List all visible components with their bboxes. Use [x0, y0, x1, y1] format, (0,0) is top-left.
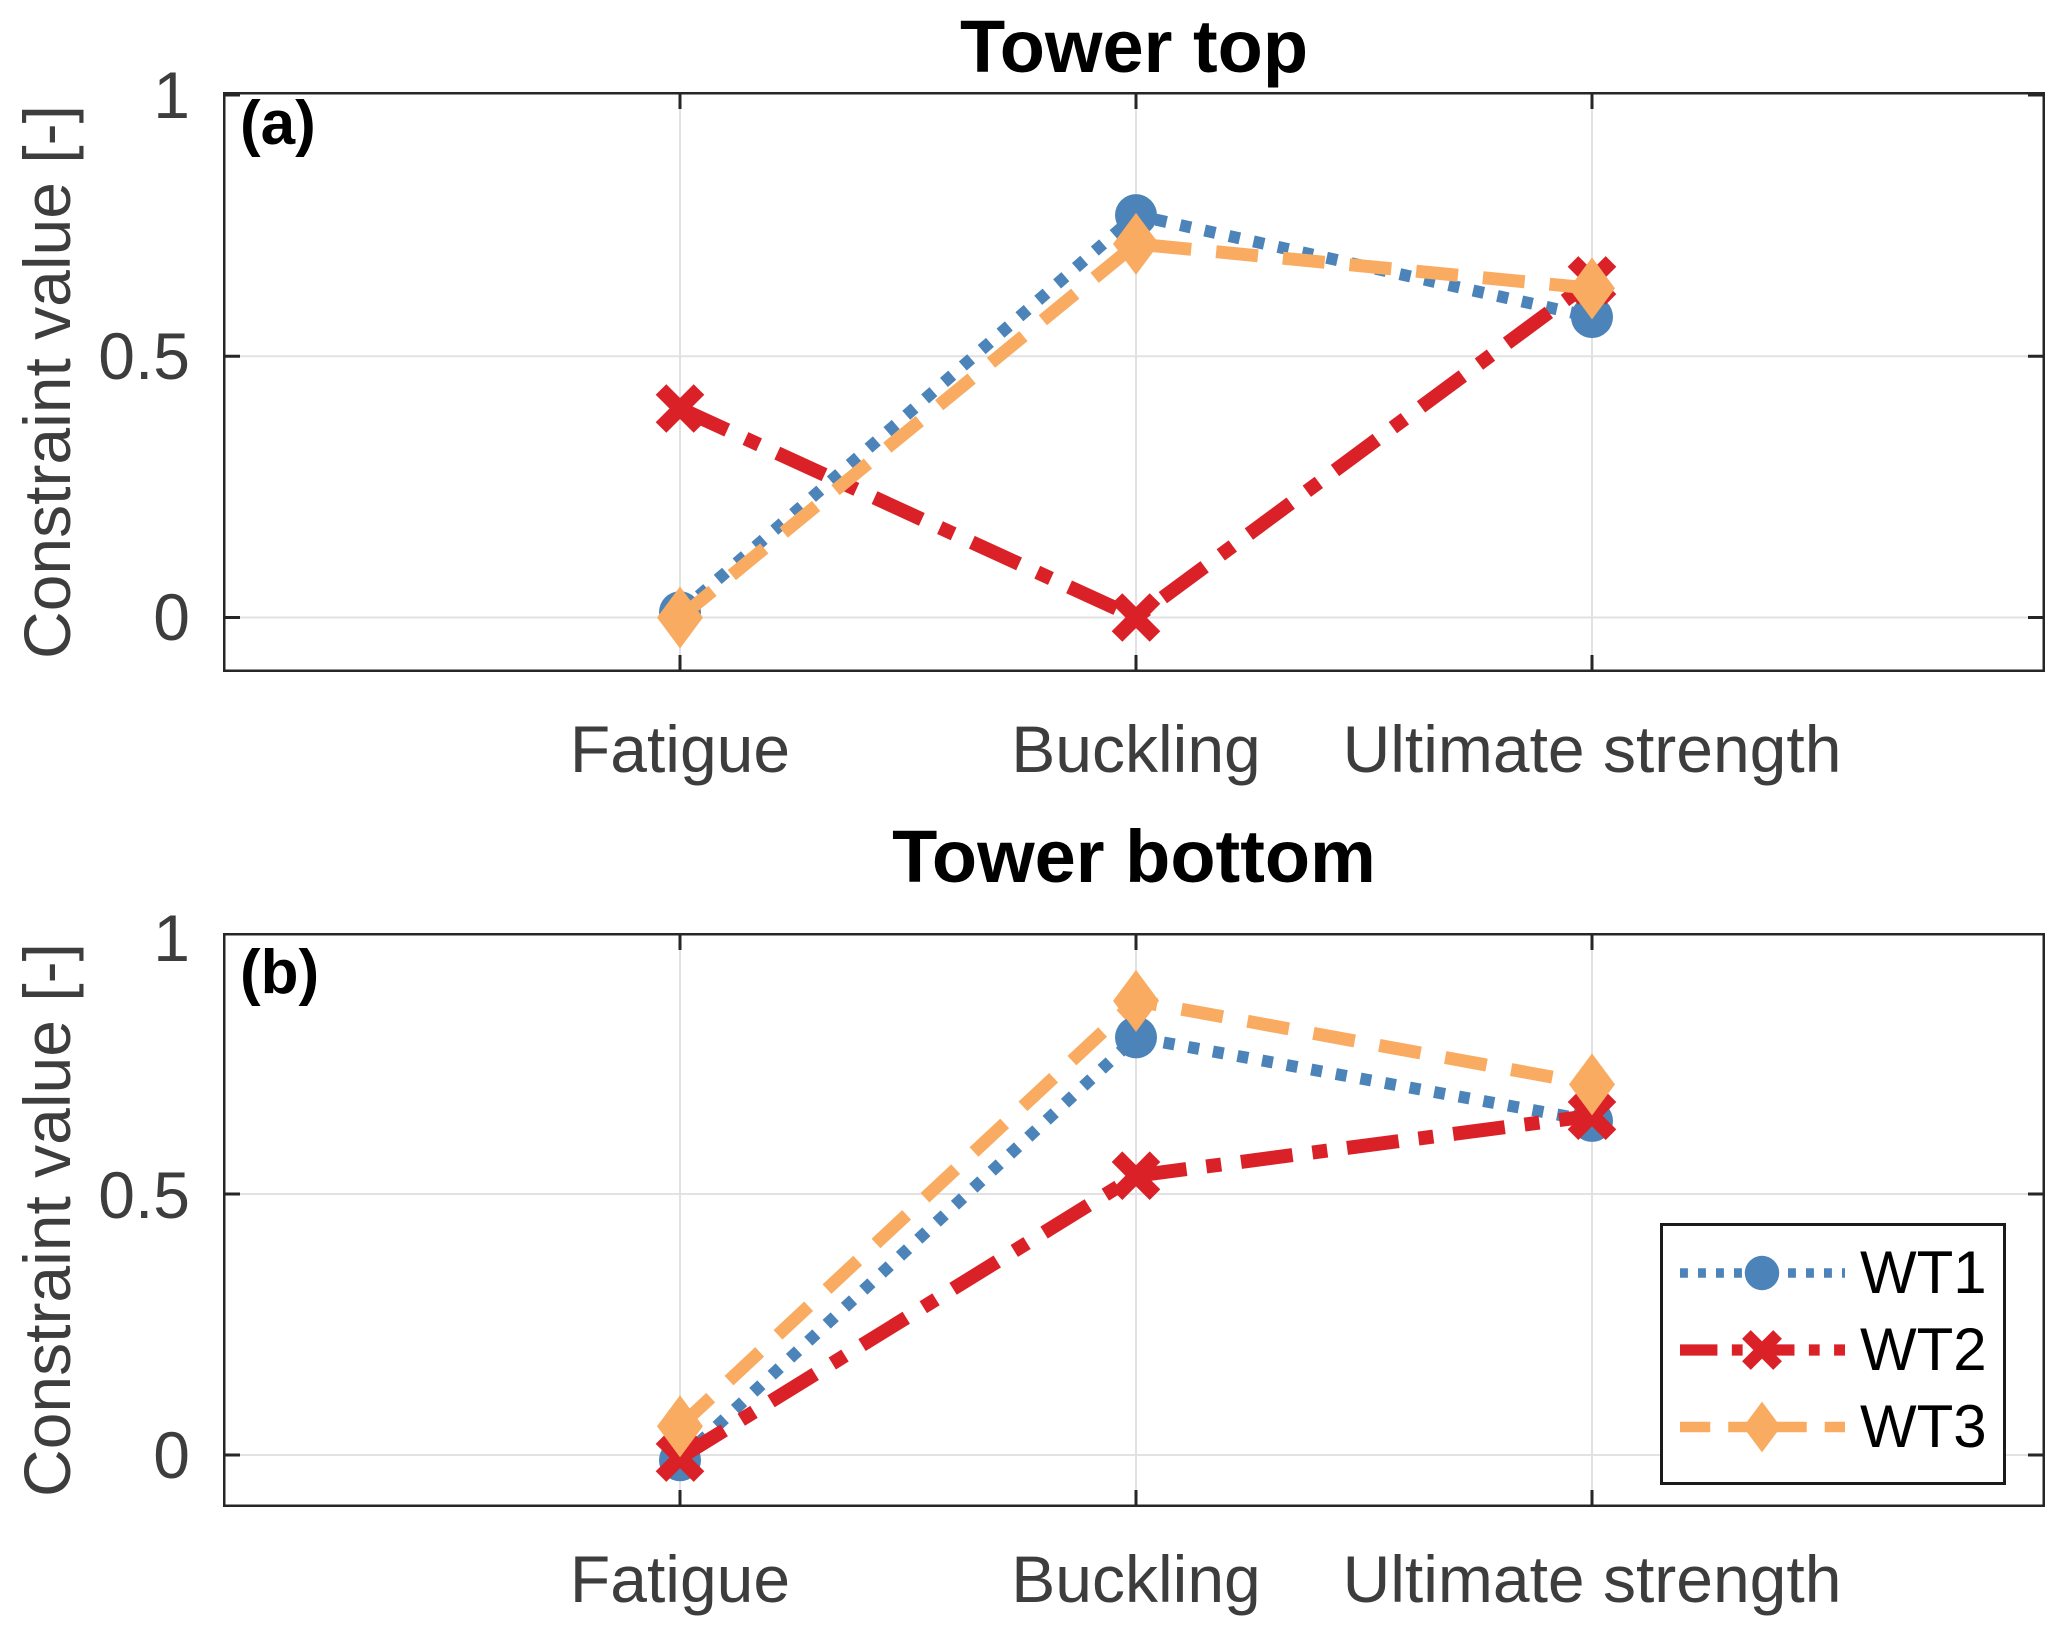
x-marker — [655, 1433, 705, 1482]
legend-item-wt2: WT2 — [1663, 1311, 2003, 1388]
legend-label-wt3: WT3 — [1860, 1392, 1987, 1460]
wt2-line-sample-icon — [1680, 1329, 1845, 1370]
series-WT2 — [655, 1091, 1617, 1482]
panel-a-ytick-1: 1 — [153, 58, 190, 132]
x-marker — [1111, 1151, 1161, 1201]
panel-b-plot-area — [223, 933, 2045, 1507]
legend-item-wt1: WT1 — [1663, 1234, 2003, 1311]
x-marker — [655, 384, 705, 433]
panel-a-xtick-fatigue: Fatigue — [569, 712, 791, 786]
panel-a-ytick-0: 0 — [153, 580, 190, 654]
x-marker — [1567, 1091, 1617, 1141]
diamond-marker — [1113, 969, 1159, 1032]
panel-a-xtick-buckling: Buckling — [1011, 712, 1261, 786]
legend-item-wt3: WT3 — [1663, 1388, 2003, 1465]
panel-a-xtick-ultimate-strength: Ultimate strength — [1342, 712, 1842, 786]
x-marker — [1742, 1329, 1782, 1370]
legend-label-wt2: WT2 — [1860, 1315, 1987, 1383]
series-WT3 — [657, 969, 1615, 1458]
panel-b-ytick-0: 0 — [153, 1418, 190, 1492]
circle-marker — [1115, 1016, 1157, 1059]
legend-box: WT1 WT2 WT3 — [1660, 1223, 2006, 1485]
axes-border — [223, 92, 2045, 672]
series-WT1-line — [675, 1030, 1594, 1465]
diamond-marker — [1743, 1401, 1781, 1452]
series-WT3-line — [675, 237, 1593, 623]
panel-b-xtick-ultimate-strength: Ultimate strength — [1342, 1542, 1842, 1616]
diamond-marker — [1569, 1053, 1615, 1116]
panel-a-plot-area — [223, 92, 2045, 672]
wt1-line-sample-icon — [1680, 1255, 1845, 1290]
diamond-marker — [657, 586, 703, 649]
panel-b-ytick-05: 0.5 — [98, 1158, 190, 1232]
panel-b-xtick-fatigue: Fatigue — [569, 1542, 791, 1616]
series-WT3 — [657, 212, 1615, 649]
panel-b-xtick-buckling: Buckling — [1011, 1542, 1261, 1616]
panel-a-letter: (a) — [240, 89, 316, 158]
circle-marker — [1744, 1255, 1780, 1290]
diamond-marker — [1569, 257, 1615, 320]
panel-b-letter: (b) — [240, 938, 320, 1007]
panel-a-ytick-05: 0.5 — [98, 319, 190, 393]
legend-label-wt1: WT1 — [1860, 1238, 1987, 1306]
axes-border — [223, 933, 2045, 1507]
x-marker — [1111, 593, 1161, 642]
panel-b-ytick-1: 1 — [153, 901, 190, 975]
panel-a-title: Tower top — [959, 5, 1309, 88]
panel-b-title: Tower bottom — [892, 815, 1376, 898]
wt3-line-sample-icon — [1680, 1401, 1845, 1452]
diamond-marker — [1113, 212, 1159, 275]
diamond-marker — [657, 1395, 703, 1458]
